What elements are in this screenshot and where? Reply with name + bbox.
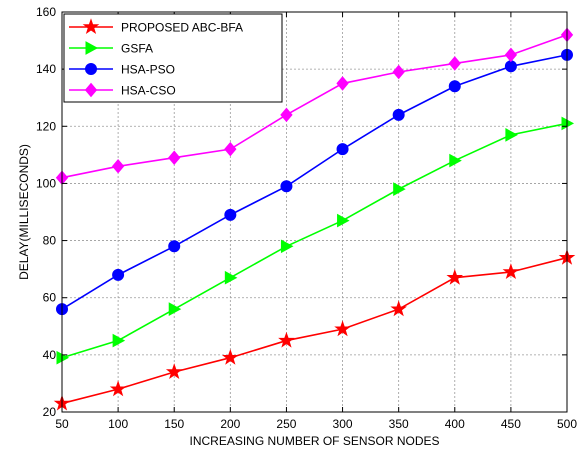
legend-item-hsa-pso: HSA-PSO xyxy=(69,63,175,77)
y-tick-label: 140 xyxy=(36,62,56,76)
series-hsa-pso xyxy=(56,48,573,316)
data-point-gsfa xyxy=(449,153,462,168)
data-point-gsfa xyxy=(505,128,518,142)
x-tick-labels: 50 100 150 200 250 300 350 400 450 500 xyxy=(55,417,577,431)
x-tick-label: 500 xyxy=(557,417,577,431)
legend-marker xyxy=(85,63,97,75)
data-point-gsfa xyxy=(393,182,406,196)
y-tick-labels: 20 40 60 80 100 120 140 160 xyxy=(36,5,56,419)
legend-label: GSFA xyxy=(121,42,153,56)
series-line-proposed-abc-bfa xyxy=(61,256,568,405)
series-line-hsa-pso xyxy=(61,54,568,310)
series-gsfa xyxy=(56,116,575,365)
data-point-gsfa xyxy=(224,270,238,285)
legend-item-proposed-abc-bfa: PROPOSED ABC-BFA xyxy=(69,18,243,35)
data-point-hsa-cso xyxy=(392,64,405,80)
x-tick-label: 100 xyxy=(108,417,128,431)
x-tick-label: 200 xyxy=(220,417,240,431)
data-point-hsa-pso xyxy=(448,80,461,93)
legend-label: PROPOSED ABC-BFA xyxy=(121,21,243,35)
data-point-proposed-abc-bfa xyxy=(334,320,351,337)
data-point-hsa-cso xyxy=(280,107,293,123)
legend-marker xyxy=(84,82,98,98)
legend-marker xyxy=(82,18,100,35)
data-point-hsa-cso xyxy=(448,56,461,71)
data-point-proposed-abc-bfa xyxy=(222,348,239,365)
data-point-proposed-abc-bfa xyxy=(165,363,183,380)
x-tick-label: 450 xyxy=(501,417,521,431)
data-point-hsa-pso xyxy=(392,108,405,121)
series-line-gsfa xyxy=(61,122,568,359)
x-tick-label: 400 xyxy=(445,417,465,431)
x-axis-label: INCREASING NUMBER OF SENSOR NODES xyxy=(189,434,439,448)
data-point-hsa-pso xyxy=(224,208,237,221)
x-tick-label: 350 xyxy=(389,417,409,431)
data-point-hsa-cso xyxy=(504,47,518,63)
legend: PROPOSED ABC-BFA GSFA HSA-PSO HSA-CSO xyxy=(63,13,283,103)
data-point-gsfa xyxy=(280,239,294,254)
y-tick-label: 60 xyxy=(43,291,57,305)
y-tick-label: 20 xyxy=(43,405,57,419)
y-axis-label: DELAY(MILLISECONDS) xyxy=(17,144,31,280)
legend-item-gsfa: GSFA xyxy=(69,41,153,56)
legend-box xyxy=(63,13,283,103)
data-point-hsa-cso xyxy=(224,141,237,157)
data-point-hsa-pso xyxy=(504,60,517,73)
data-point-proposed-abc-bfa xyxy=(390,300,407,317)
data-point-hsa-cso xyxy=(111,159,125,174)
data-point-gsfa xyxy=(168,302,182,316)
legend-marker xyxy=(85,41,99,55)
series-line-hsa-cso xyxy=(61,34,568,179)
data-point-proposed-abc-bfa xyxy=(446,268,464,285)
data-point-hsa-pso xyxy=(112,268,125,281)
legend-label: HSA-PSO xyxy=(121,63,175,77)
y-tick-label: 160 xyxy=(36,5,56,19)
data-point-hsa-cso xyxy=(168,150,181,165)
y-tick-label: 100 xyxy=(36,176,56,190)
data-point-hsa-pso xyxy=(336,143,349,156)
y-tick-label: 120 xyxy=(36,119,56,133)
x-tick-label: 50 xyxy=(55,417,69,431)
x-tick-label: 250 xyxy=(276,417,296,431)
legend-label: HSA-CSO xyxy=(121,84,176,98)
y-tick-label: 40 xyxy=(43,348,57,362)
data-point-hsa-cso xyxy=(336,76,349,91)
x-tick-label: 300 xyxy=(333,417,353,431)
data-point-proposed-abc-bfa xyxy=(502,263,520,280)
data-point-proposed-abc-bfa xyxy=(278,331,295,348)
data-point-proposed-abc-bfa xyxy=(109,380,127,397)
data-point-hsa-pso xyxy=(280,180,293,193)
data-point-gsfa xyxy=(337,213,350,228)
y-tick-label: 80 xyxy=(43,234,57,248)
series-proposed-abc-bfa xyxy=(53,248,576,411)
plot-frame xyxy=(61,11,568,413)
x-tick-label: 150 xyxy=(164,417,184,431)
data-point-gsfa xyxy=(112,333,126,348)
data-point-hsa-pso xyxy=(168,240,181,253)
legend-item-hsa-cso: HSA-CSO xyxy=(69,82,176,98)
series-layer xyxy=(53,27,576,411)
